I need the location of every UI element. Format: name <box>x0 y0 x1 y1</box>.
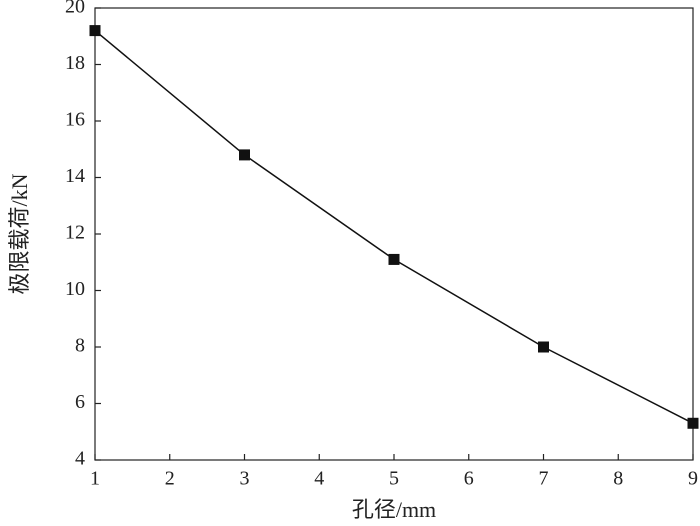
x-tick-label: 5 <box>389 468 399 490</box>
x-axis-title: 孔径/mm <box>352 497 436 522</box>
data-point <box>388 253 400 265</box>
x-tick-label: 6 <box>464 468 474 490</box>
y-tick-label: 4 <box>75 448 85 470</box>
y-tick-label: 8 <box>75 335 85 357</box>
y-tick-label: 12 <box>65 222 85 244</box>
y-tick-label: 16 <box>65 109 85 131</box>
plot-frame <box>94 7 694 461</box>
y-tick-label: 18 <box>65 52 85 74</box>
x-tick-label: 2 <box>165 468 175 490</box>
y-axis-title: 极限载荷/kN <box>7 173 32 294</box>
data-point <box>538 341 549 353</box>
y-tick-label: 20 <box>65 0 85 18</box>
x-tick-label: 3 <box>240 468 250 490</box>
x-tick-label: 9 <box>688 468 698 490</box>
x-tick-label: 4 <box>314 468 324 490</box>
y-tick-label: 6 <box>75 391 85 413</box>
data-point <box>687 417 699 429</box>
data-line <box>94 30 694 424</box>
x-tick-label: 1 <box>90 468 100 490</box>
data-point <box>89 25 101 37</box>
x-tick-label: 8 <box>613 468 623 490</box>
y-tick-label: 14 <box>65 165 85 187</box>
x-tick-label: 7 <box>539 468 549 490</box>
y-tick-label: 10 <box>65 278 85 300</box>
data-point <box>239 149 250 161</box>
